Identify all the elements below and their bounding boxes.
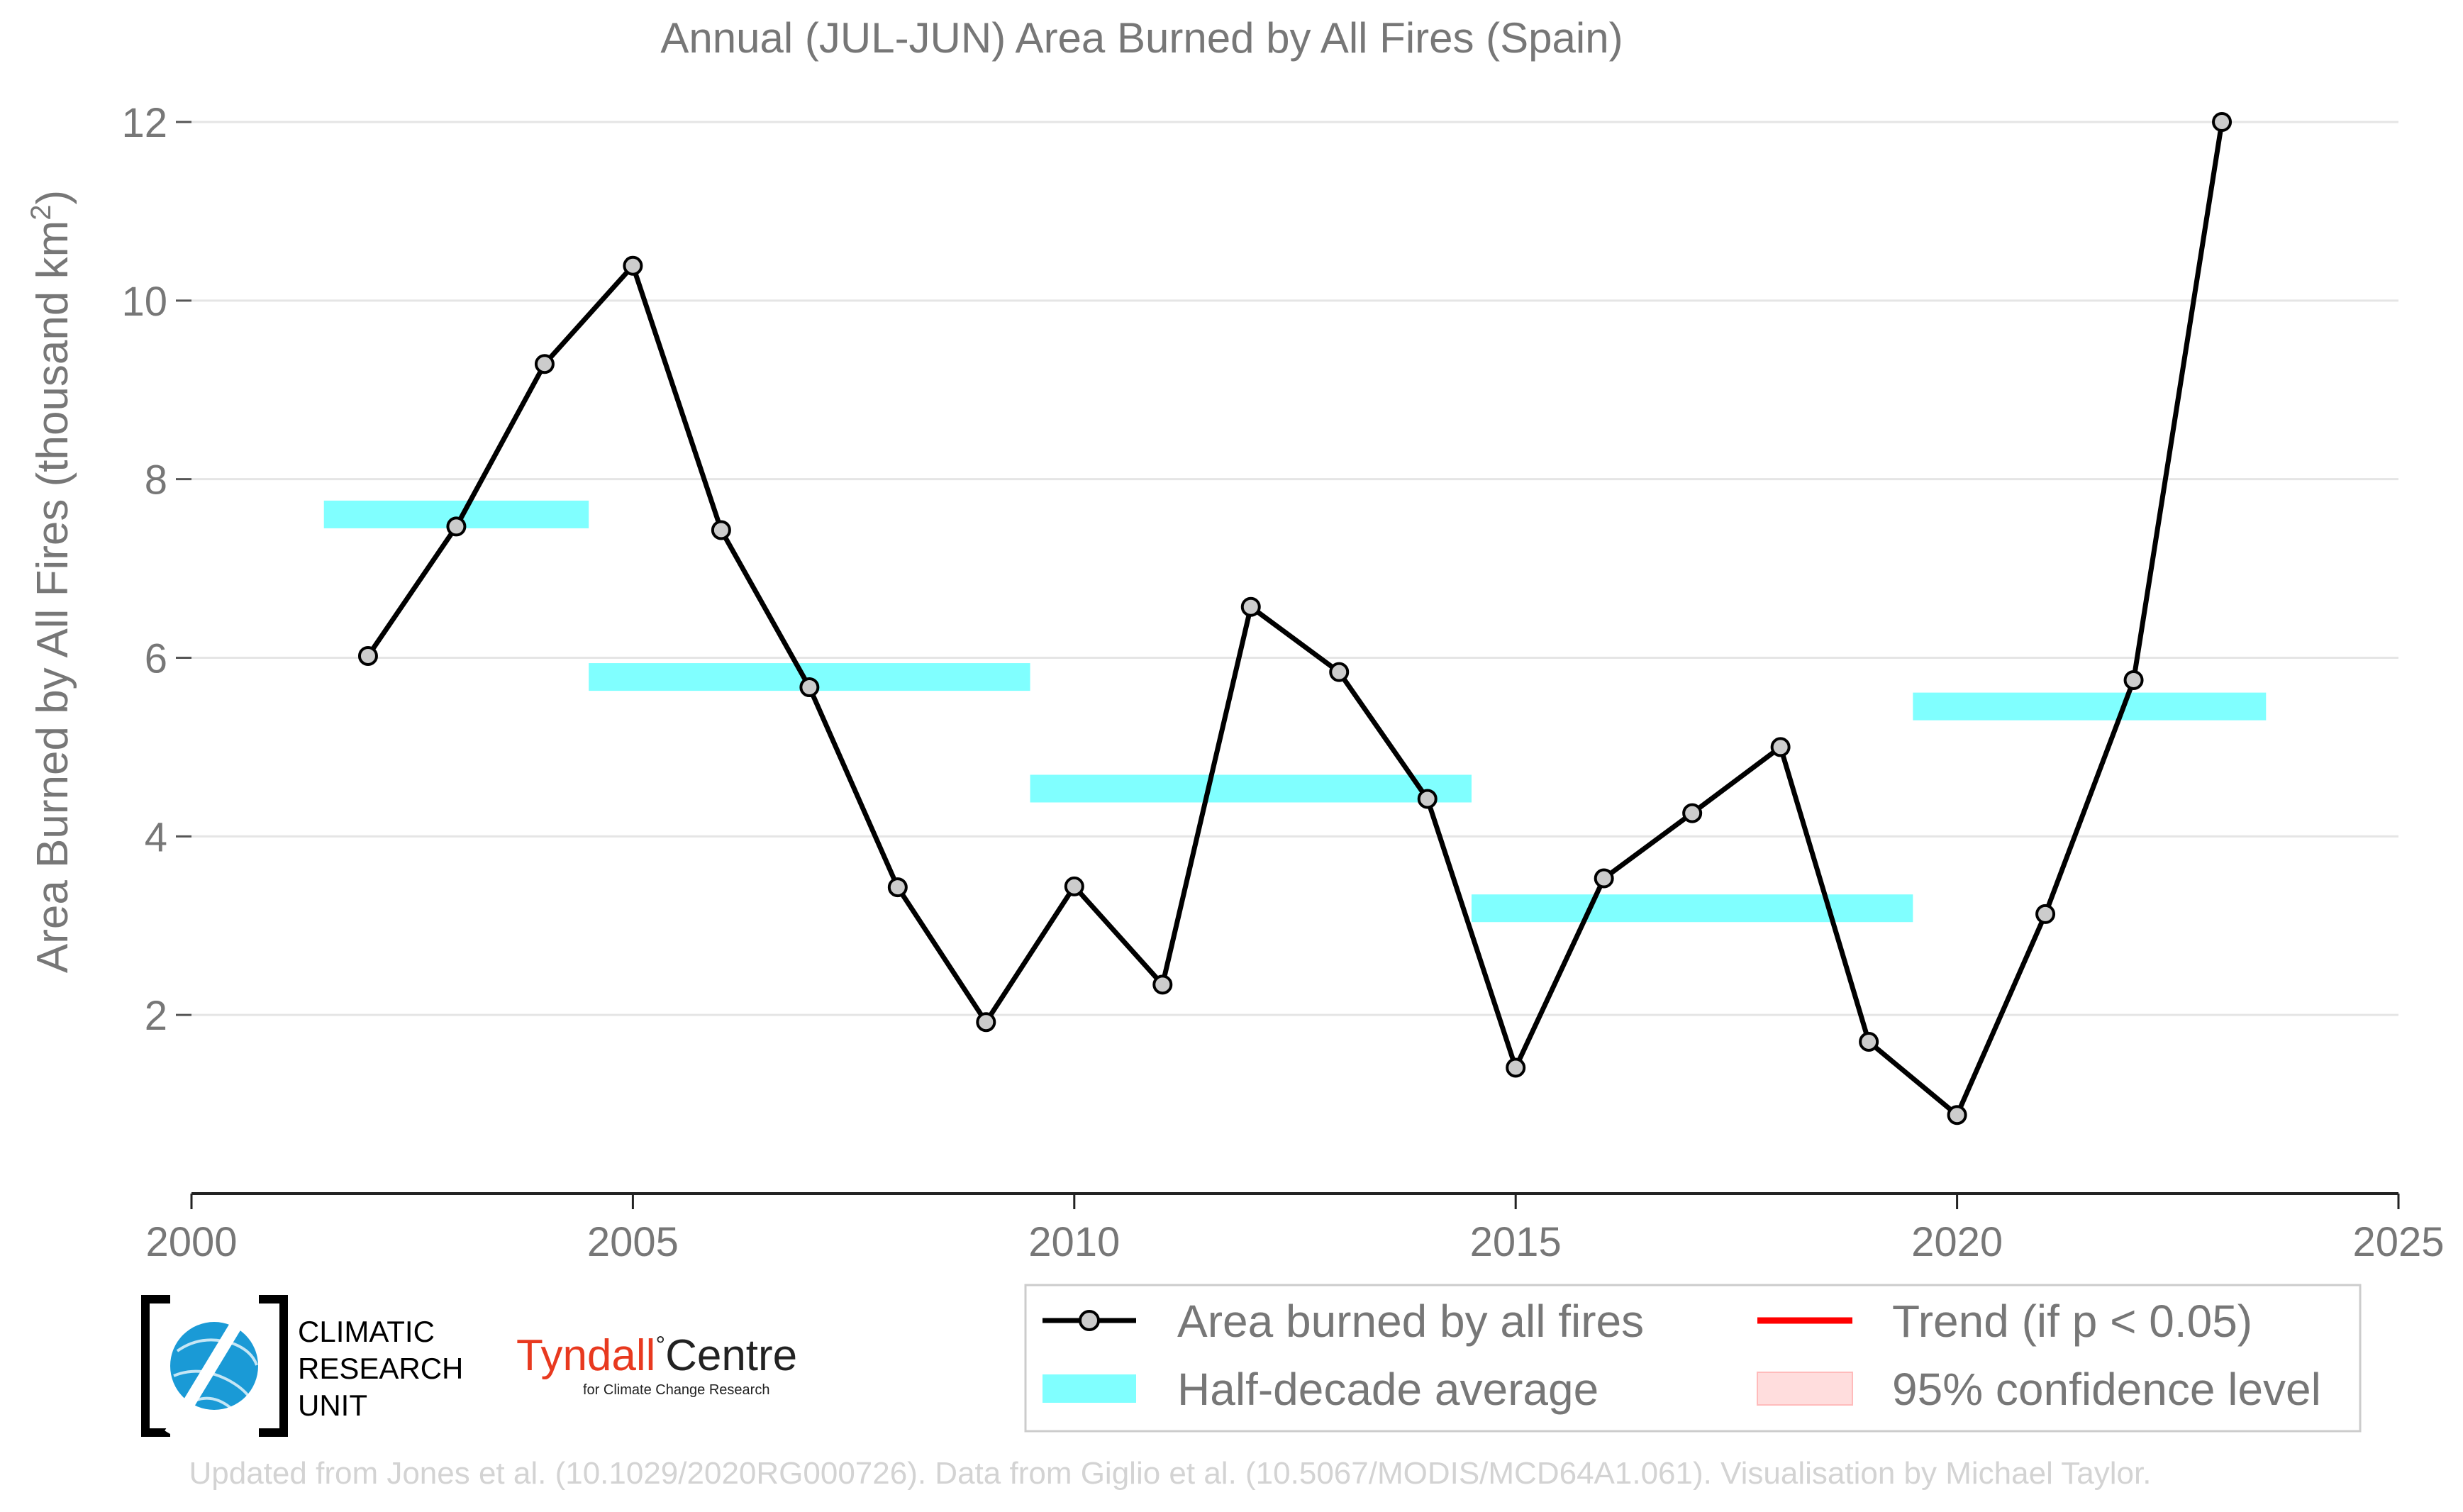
cru-logo-slash	[165, 1296, 257, 1438]
data-point	[1770, 737, 1791, 757]
data-point	[1682, 803, 1703, 823]
chart-title: Annual (JUL-JUN) Area Burned by All Fire…	[660, 14, 1623, 62]
y-tick-label: 8	[145, 457, 167, 504]
legend-frame	[1024, 1284, 2362, 1433]
legend-ci-swatch	[1757, 1372, 1853, 1406]
y-axis-label-superscript: 2	[26, 205, 57, 221]
tyndall-subtitle: for Climate Change Research	[583, 1382, 769, 1398]
y-tick-label: 6	[145, 636, 167, 682]
y-axis-ticks: 2 4 6 8 10 12	[121, 100, 191, 1039]
legend-label-line: Area burned by all fires	[1177, 1296, 1644, 1347]
cru-logo-frame-left	[141, 1295, 170, 1437]
data-markers	[357, 112, 2233, 1125]
y-tick-label: 10	[121, 279, 167, 325]
half-decade-bar	[1913, 692, 2267, 721]
y-axis-label: Area Burned by All Fires (thousand km2)	[26, 190, 77, 973]
data-point	[1064, 876, 1084, 896]
y-tick-label: 12	[121, 100, 167, 146]
data-point	[357, 645, 378, 666]
data-point	[799, 677, 820, 698]
legend-avg-swatch	[1043, 1374, 1136, 1403]
cru-text-line3: UNIT	[298, 1389, 367, 1422]
x-tick-label: 2000	[145, 1219, 237, 1265]
data-point	[2123, 669, 2144, 690]
y-axis-label-close: )	[28, 190, 77, 205]
tyndall-word: Tyndall	[516, 1331, 655, 1380]
cru-text-line2: RESEARCH	[298, 1352, 463, 1385]
data-point	[887, 877, 908, 898]
legend-label-avg: Half-decade average	[1177, 1364, 1599, 1415]
x-tick-label: 2005	[587, 1219, 679, 1265]
data-point	[711, 520, 731, 540]
tyndall-logo: Tyndall°Centre for Climate Change Resear…	[516, 1331, 797, 1398]
cru-text-line1: CLIMATIC	[298, 1315, 435, 1348]
cru-logo-frame-right	[259, 1295, 288, 1437]
data-point	[2035, 904, 2056, 924]
cru-logo: CLIMATIC RESEARCH UNIT	[141, 1295, 463, 1438]
tyndall-centre-word: Centre	[665, 1331, 797, 1380]
x-tick-label: 2020	[1911, 1219, 2003, 1265]
legend-label-ci: 95% confidence level	[1892, 1364, 2321, 1415]
data-point	[1240, 596, 1261, 617]
half-decade-bar	[1471, 894, 1913, 923]
data-point	[1594, 868, 1614, 889]
y-tick-label: 2	[145, 993, 167, 1039]
legend-label-trend: Trend (if p < 0.05)	[1892, 1296, 2252, 1347]
data-point	[1329, 662, 1350, 682]
legend-marker-swatch	[1079, 1310, 1100, 1331]
data-point	[1947, 1105, 1967, 1125]
data-point	[1417, 789, 1438, 809]
data-point	[2212, 112, 2233, 132]
y-tick-label: 4	[145, 814, 167, 860]
tyndall-degree-icon: °	[655, 1332, 665, 1359]
x-tick-label: 2025	[2352, 1219, 2444, 1265]
y-axis-label-main: Area Burned by All Fires (thousand km	[28, 221, 77, 973]
data-point	[534, 354, 555, 374]
half-decade-bars	[323, 500, 2267, 923]
data-point	[446, 516, 467, 537]
data-point	[1152, 974, 1173, 995]
data-point	[623, 255, 643, 276]
credit-line: Updated from Jones et al. (10.1029/2020R…	[189, 1456, 2152, 1491]
x-tick-label: 2010	[1028, 1219, 1120, 1265]
grid-lines	[191, 121, 2398, 1016]
data-point	[1859, 1031, 1879, 1052]
x-tick-label: 2015	[1470, 1219, 1562, 1265]
legend: Area burned by all fires Half-decade ave…	[1024, 1284, 2362, 1433]
data-point	[1506, 1057, 1526, 1078]
data-line	[366, 121, 2225, 1118]
series-line	[366, 121, 2225, 1118]
x-axis-ticks: 2000 2005 2010 2015 2020 2025	[145, 1194, 2445, 1265]
half-decade-bar	[1030, 774, 1472, 803]
data-point	[976, 1012, 996, 1033]
tyndall-wordmark: Tyndall°Centre	[516, 1331, 797, 1380]
